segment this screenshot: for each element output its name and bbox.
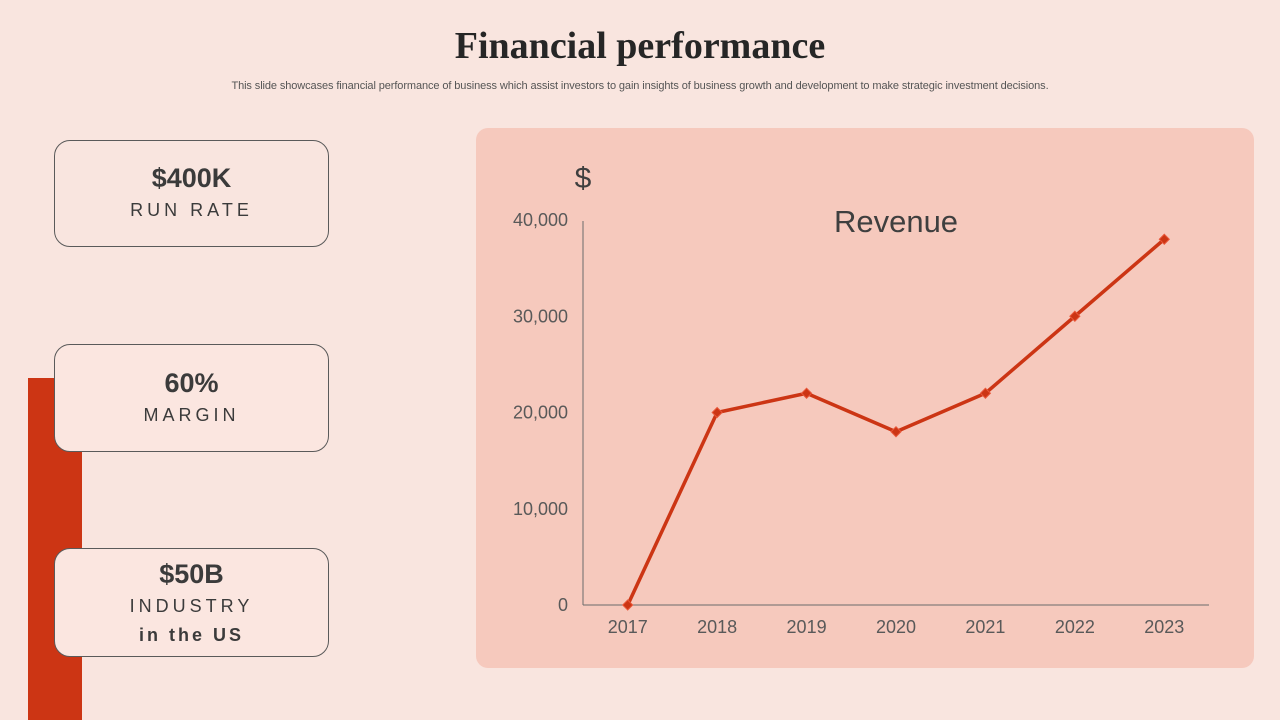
kpi-value: 60% [164, 368, 219, 398]
chart-title: Revenue [834, 204, 958, 239]
x-tick-label: 2020 [876, 617, 916, 637]
data-point-marker [711, 406, 723, 419]
kpi-card-margin: 60% MARGIN [54, 344, 329, 452]
kpi-label: MARGIN [143, 405, 240, 425]
y-axis-label: $ [575, 162, 592, 195]
kpi-label: RUN RATE [130, 200, 253, 220]
series-line [626, 237, 1166, 606]
x-tick-label: 2017 [608, 617, 648, 637]
page-subtitle: This slide showcases financial performan… [231, 80, 1049, 92]
kpi-value: $400K [151, 163, 232, 193]
x-tick-label: 2022 [1055, 617, 1095, 637]
y-tick-label: 20,000 [513, 403, 568, 423]
kpi-label: INDUSTRY [129, 596, 254, 616]
revenue-line-chart: $ Revenue 0 10,000 20,000 30,000 40,000 2017… [513, 162, 1209, 637]
y-tick-label: 0 [558, 595, 568, 615]
data-point-marker [622, 599, 634, 611]
x-tick-label: 2019 [787, 617, 827, 637]
x-tick-label: 2021 [965, 617, 1005, 637]
data-point-marker [800, 387, 813, 399]
kpi-card-run-rate: $400K RUN RATE [54, 140, 329, 247]
y-tick-label: 10,000 [513, 499, 568, 519]
data-point-marker [1158, 233, 1170, 245]
y-tick-label: 30,000 [513, 306, 568, 326]
data-point-marker [890, 426, 902, 438]
chart-panel: $ Revenue 0 10,000 20,000 30,000 40,000 2017… [476, 128, 1254, 668]
x-tick-label: 2023 [1144, 617, 1184, 637]
kpi-label-secondary: in the US [138, 625, 244, 645]
data-point-marker [979, 387, 992, 399]
page-title: Financial performance [454, 25, 826, 67]
kpi-value: $50B [159, 559, 224, 589]
data-point-marker [1069, 310, 1081, 322]
kpi-card-industry: $50B INDUSTRY in the US [54, 548, 329, 657]
y-tick-label: 40,000 [513, 210, 568, 230]
x-tick-label: 2018 [697, 617, 737, 637]
